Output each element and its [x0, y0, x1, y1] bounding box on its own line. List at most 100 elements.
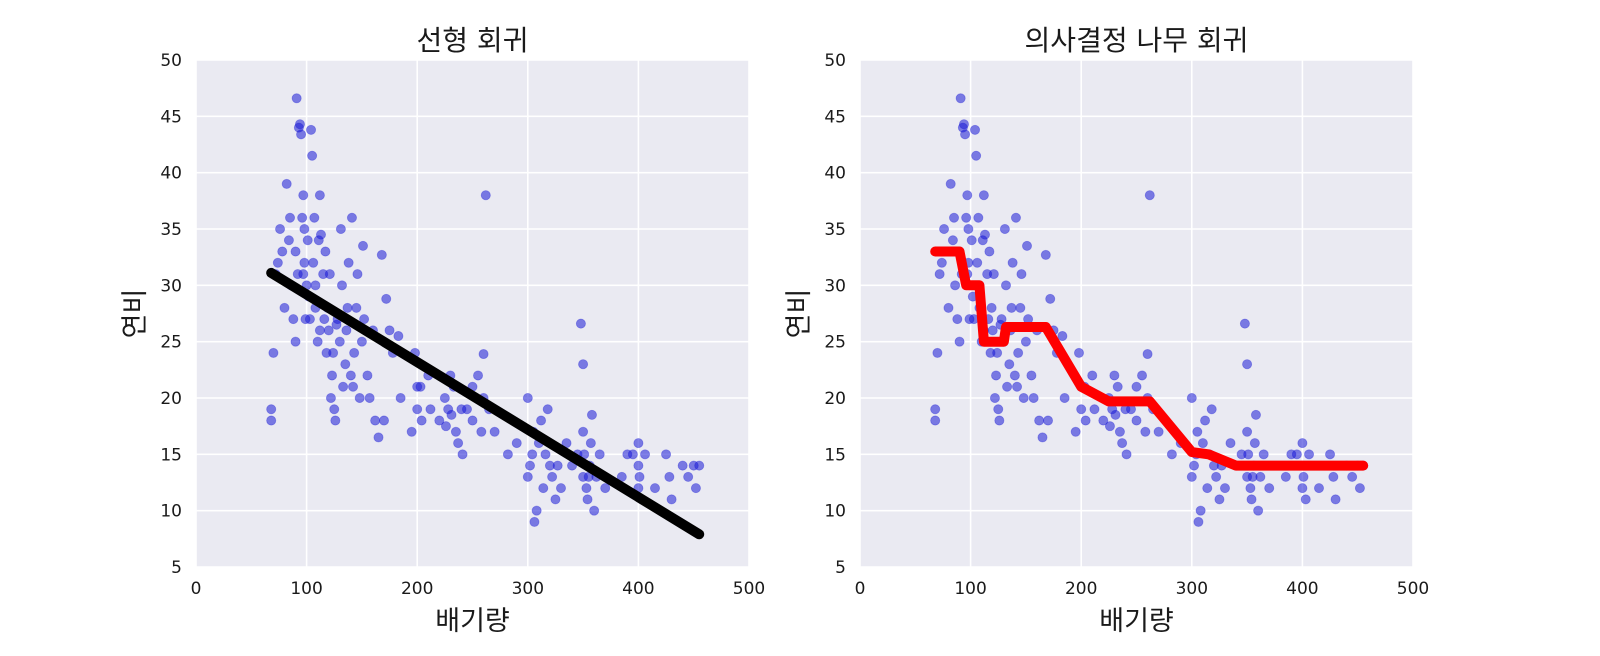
x-tick-label: 300	[512, 579, 544, 599]
scatter-point	[1009, 370, 1020, 381]
scatter-point	[412, 404, 423, 415]
scatter-point	[1297, 483, 1308, 494]
y-tick-label: 5	[171, 558, 182, 578]
scatter-point	[664, 471, 675, 482]
scatter-point	[1131, 415, 1142, 426]
scatter-point	[1297, 438, 1308, 449]
x-tick-label: 500	[1397, 579, 1429, 599]
scatter-point	[581, 483, 592, 494]
y-tick-label: 15	[160, 445, 182, 465]
scatter-point	[1258, 449, 1269, 460]
grid	[859, 59, 1414, 568]
scatter-point	[542, 404, 553, 415]
scatter-points	[266, 93, 705, 527]
scatter-point	[1109, 370, 1120, 381]
chart-title: 의사결정 나무 회귀	[1025, 24, 1249, 57]
scatter-point	[1018, 392, 1029, 403]
scatter-point	[283, 235, 294, 246]
scatter-point	[1037, 432, 1048, 443]
scatter-point	[1142, 349, 1153, 360]
scatter-point	[1195, 505, 1206, 516]
scatter-point	[279, 302, 290, 313]
scatter-point	[963, 223, 974, 234]
scatter-point	[310, 280, 321, 291]
y-axis-label: 연비	[120, 289, 151, 339]
scatter-point	[1242, 426, 1253, 437]
tick-labels: 0 100 200 300 400 500 5 10 15 20 25 30 35 40 45 50	[160, 51, 765, 599]
scatter-point	[1304, 449, 1315, 460]
scatter-point	[555, 483, 566, 494]
scatter-point	[415, 381, 426, 392]
scatter-point	[345, 370, 356, 381]
scatter-point	[314, 325, 325, 336]
scatter-point	[1028, 392, 1039, 403]
scatter-point	[949, 212, 960, 223]
scatter-point	[1206, 404, 1217, 415]
scatter-point	[304, 314, 315, 325]
y-tick-label: 45	[160, 107, 182, 127]
scatter-point	[1280, 471, 1291, 482]
scatter-point	[299, 257, 310, 268]
scatter-point	[1255, 471, 1266, 482]
scatter-point	[1076, 404, 1087, 415]
scatter-point	[987, 325, 998, 336]
scatter-point	[266, 415, 277, 426]
scatter-point	[1197, 438, 1208, 449]
scatter-point	[315, 229, 326, 240]
x-tick-label: 200	[1065, 579, 1097, 599]
y-tick-label: 20	[824, 389, 846, 409]
scatter-point	[934, 269, 945, 280]
scatter-point	[1004, 359, 1015, 370]
scatter-point	[661, 449, 672, 460]
scatter-point	[932, 347, 943, 358]
scatter-point	[1110, 409, 1121, 420]
scatter-point	[1242, 359, 1253, 370]
chart-decision-tree-regression: 0 100 200 300 400 500 5 10 15 20 25 30 35 40 45 50 의사결정…	[784, 24, 1429, 637]
scatter-point	[1137, 370, 1148, 381]
scatter-point	[384, 325, 395, 336]
scatter-point	[950, 280, 961, 291]
scatter-point	[359, 314, 370, 325]
scatter-point	[335, 223, 346, 234]
y-tick-label: 45	[824, 107, 846, 127]
scatter-point	[1219, 483, 1230, 494]
scatter-point	[939, 223, 950, 234]
tick-labels: 0 100 200 300 400 500 5 10 15 20 25 30 35 40 45 50	[824, 51, 1429, 599]
scatter-point	[690, 483, 701, 494]
scatter-point	[362, 370, 373, 381]
scatter-point	[1087, 370, 1098, 381]
y-tick-label: 10	[160, 502, 182, 522]
scatter-point	[1300, 494, 1311, 505]
scatter-point	[1040, 249, 1051, 260]
fit-line-group	[930, 246, 1369, 471]
scatter-point	[1153, 426, 1164, 437]
scatter-point	[323, 325, 334, 336]
scatter-point	[1192, 426, 1203, 437]
scatter-point	[984, 246, 995, 257]
scatter-point	[341, 325, 352, 336]
scatter-point	[312, 336, 323, 347]
scatter-point	[970, 124, 981, 135]
scatter-point	[986, 302, 997, 313]
scatter-point	[349, 347, 360, 358]
x-tick-label: 100	[954, 579, 986, 599]
scatter-point	[1013, 347, 1024, 358]
scatter-point	[446, 409, 457, 420]
scatter-point	[1193, 516, 1204, 527]
scatter-point	[989, 392, 1000, 403]
scatter-point	[1189, 460, 1200, 471]
scatter-point	[1246, 494, 1257, 505]
scatter-point	[962, 190, 973, 201]
scatter-point	[649, 483, 660, 494]
x-axis-label: 배기량	[435, 606, 510, 637]
scatter-point	[393, 331, 404, 342]
scatter-point	[1034, 415, 1045, 426]
scatter-point	[971, 150, 982, 161]
scatter-point	[586, 409, 597, 420]
scatter-point	[364, 392, 375, 403]
scatter-point	[993, 404, 1004, 415]
scatter-point	[348, 381, 359, 392]
scatter-point	[522, 392, 533, 403]
scatter-point	[640, 449, 651, 460]
scatter-point	[943, 302, 954, 313]
